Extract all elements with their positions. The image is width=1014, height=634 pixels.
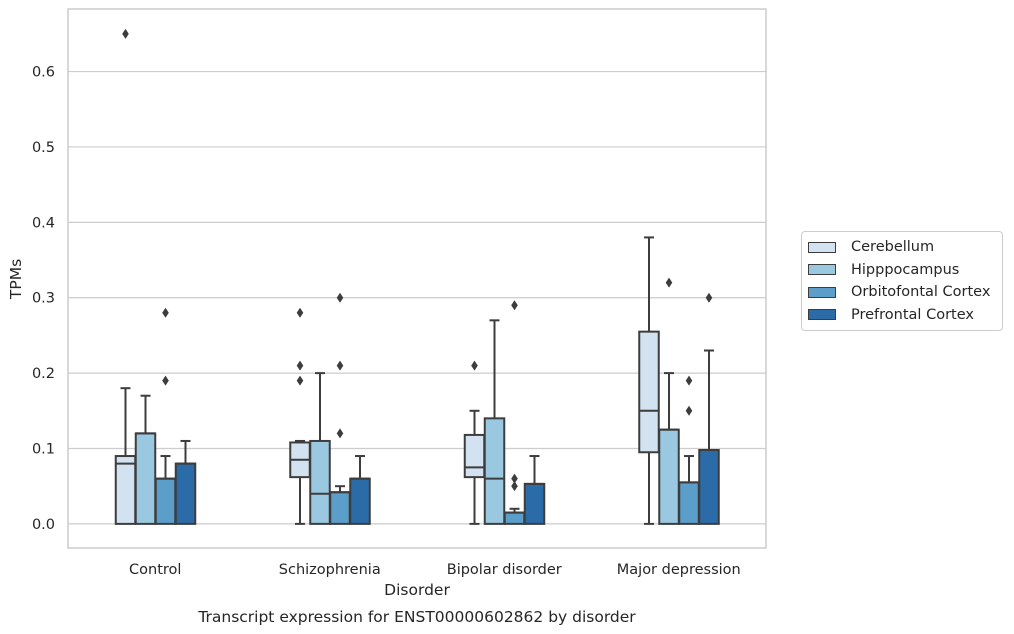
x-tick-labels: Control Schizophrenia Bipolar disorder Majo…	[129, 562, 741, 578]
legend-label: Cerebellum	[851, 239, 935, 256]
box-body	[463, 433, 486, 479]
box-body	[503, 511, 526, 525]
box-hipppocampus	[309, 372, 331, 525]
y-tick-labels: 0.0 0.1 0.2 0.3 0.4 0.5 0.6	[32, 65, 55, 533]
box-body	[309, 439, 331, 525]
legend-label: Prefrontal Cortex	[851, 306, 974, 323]
box-body	[114, 455, 137, 525]
y-tick-label: 0.4	[32, 215, 55, 231]
legend-label: Orbitofontal Cortex	[851, 284, 991, 301]
legend-swatch-cerebellum	[808, 241, 836, 253]
box-prefrontal-cortex	[698, 292, 720, 525]
box-body	[698, 449, 720, 525]
legend-swatch-prefrontal-cortex	[808, 309, 836, 321]
box-hipppocampus	[658, 277, 680, 525]
outlier-point	[162, 375, 169, 386]
outlier-point	[511, 300, 518, 311]
legend-swatch-orbitofrontal-cortex	[808, 286, 836, 298]
outlier-point	[665, 277, 673, 288]
box-orbitofontal-cortex	[678, 375, 700, 525]
box-body	[134, 432, 157, 525]
legend: Cerebellum Hipppocampus Orbitofontal Cor…	[801, 231, 1003, 331]
box-body	[349, 477, 371, 525]
legend-swatch-hippocampus	[808, 264, 836, 276]
box-prefrontal-cortex	[523, 455, 546, 525]
box-hipppocampus	[134, 394, 157, 525]
legend-label: Hipppocampus	[851, 261, 960, 278]
legend-item-cerebellum: Cerebellum	[802, 236, 1002, 259]
y-tick-label: 0.1	[32, 441, 55, 457]
chart-caption: Transcript expression for ENST0000060286…	[197, 608, 636, 626]
box-body	[658, 428, 680, 525]
box-prefrontal-cortex	[174, 439, 197, 525]
outlier-point	[511, 473, 518, 484]
legend-item-hippocampus: Hipppocampus	[802, 259, 1002, 282]
outlier-point	[162, 307, 169, 318]
legend-item-prefrontal-cortex: Prefrontal Cortex	[802, 304, 1002, 327]
outlier-point	[296, 360, 304, 371]
outlier-point	[296, 307, 304, 318]
y-tick-label: 0.0	[32, 517, 55, 533]
x-tick-label: Control	[129, 562, 181, 578]
x-tick-label: Bipolar disorder	[447, 562, 562, 578]
box-cerebellum	[463, 360, 486, 525]
box-orbitofontal-cortex	[329, 292, 351, 525]
box-body	[523, 482, 546, 525]
outlier-point	[685, 405, 693, 416]
legend-item-orbitofrontal-cortex: Orbitofontal Cortex	[802, 281, 1002, 304]
y-tick-label: 0.2	[32, 366, 55, 382]
x-tick-label: Schizophrenia	[279, 562, 381, 578]
box-body	[638, 330, 660, 454]
box-body	[154, 477, 177, 525]
outlier-point	[685, 375, 693, 386]
box-cerebellum	[638, 236, 660, 525]
outlier-point	[511, 481, 518, 492]
outlier-point	[705, 292, 713, 303]
y-tick-label: 0.5	[32, 140, 55, 156]
box-body	[329, 491, 351, 525]
box-body	[174, 462, 197, 525]
outlier-point	[296, 375, 304, 386]
outlier-point	[336, 292, 344, 303]
box-prefrontal-cortex	[349, 455, 371, 525]
box-body	[678, 481, 700, 525]
box-body	[483, 417, 506, 525]
y-tick-label: 0.3	[32, 291, 55, 307]
box-plot-marks	[114, 28, 720, 525]
box-orbitofontal-cortex	[503, 300, 526, 525]
y-tick-label: 0.6	[32, 65, 55, 81]
plot-frame	[67, 8, 767, 549]
outlier-point	[122, 28, 129, 39]
box-cerebellum	[114, 28, 137, 525]
outlier-point	[471, 360, 478, 371]
x-axis-label: Disorder	[384, 581, 450, 599]
gridlines	[68, 70, 766, 525]
outlier-point	[336, 360, 344, 371]
box-hipppocampus	[483, 319, 506, 525]
x-tick-label: Major depression	[617, 562, 741, 578]
outlier-point	[336, 428, 344, 439]
box-cerebellum	[289, 307, 311, 525]
box-orbitofontal-cortex	[154, 307, 177, 525]
y-axis-label: TPMs	[7, 259, 25, 300]
